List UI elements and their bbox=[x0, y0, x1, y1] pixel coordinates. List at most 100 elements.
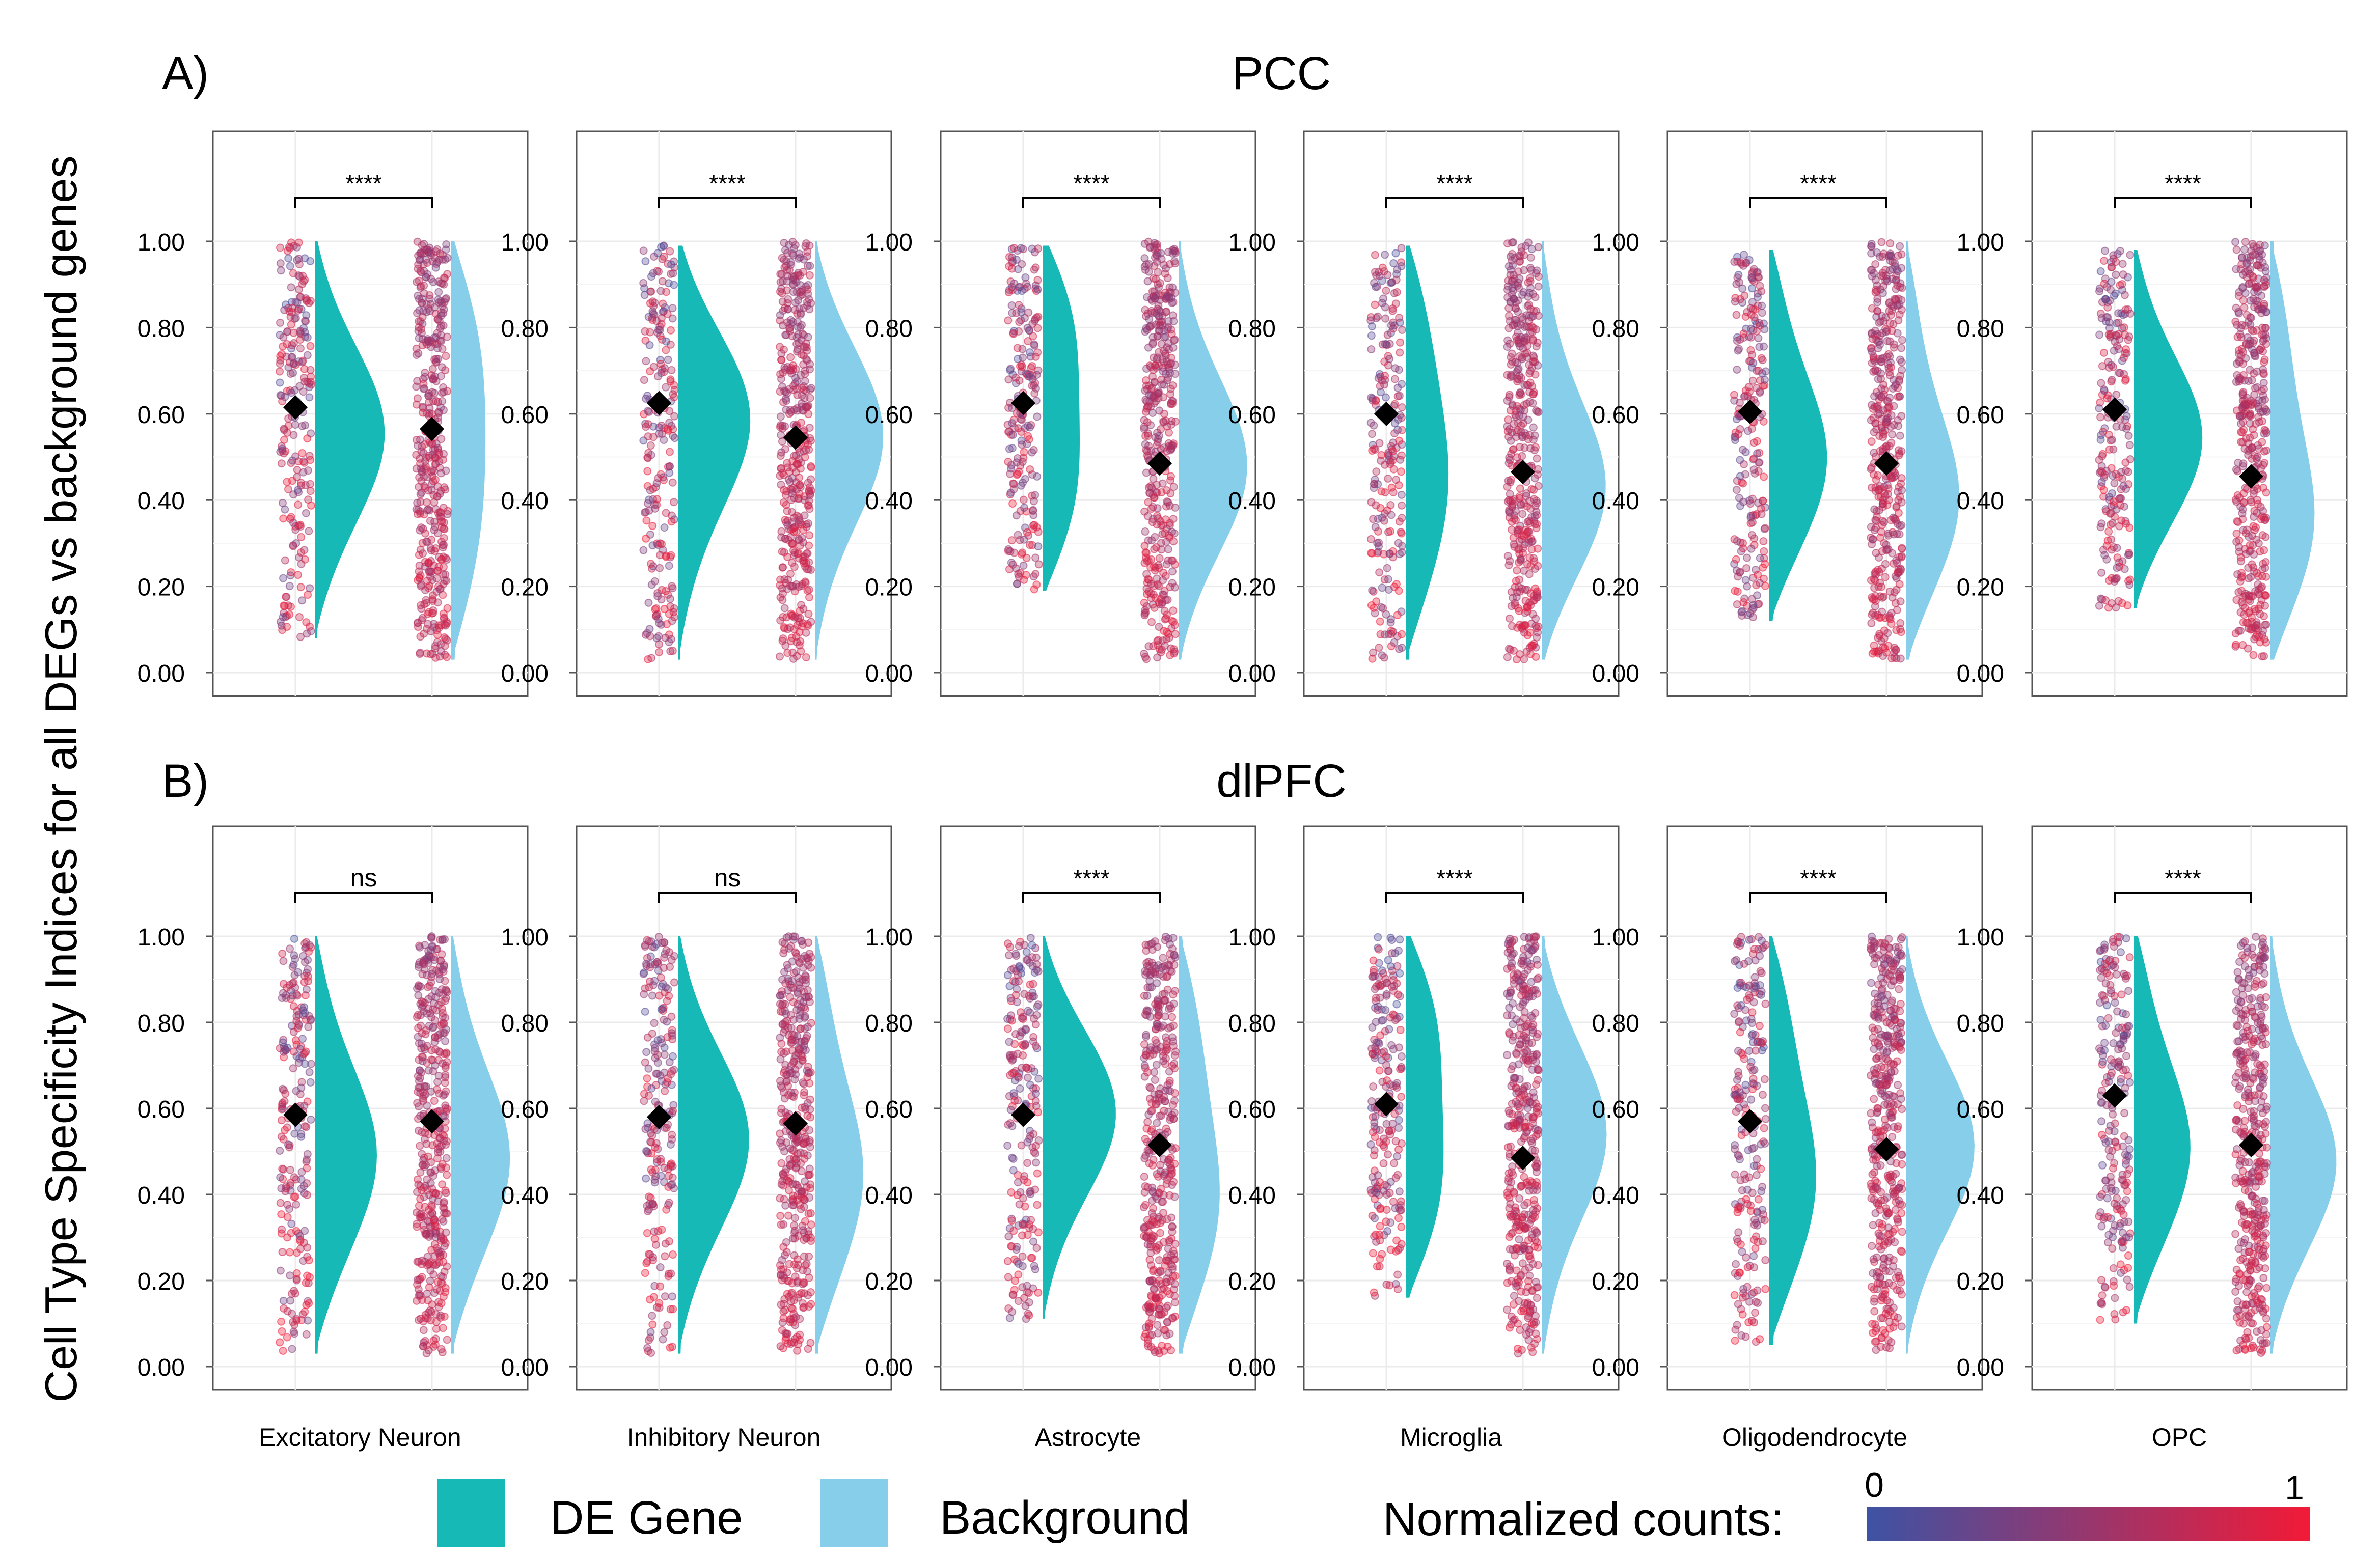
data-point bbox=[668, 1130, 676, 1139]
data-point bbox=[665, 992, 673, 1000]
data-point bbox=[442, 352, 450, 360]
data-point bbox=[2260, 299, 2268, 308]
data-point bbox=[1368, 586, 1377, 595]
data-point bbox=[2258, 531, 2267, 540]
data-point bbox=[778, 547, 786, 556]
data-point bbox=[1165, 428, 1173, 437]
data-point bbox=[1390, 321, 1399, 330]
data-point bbox=[429, 1172, 437, 1180]
data-point bbox=[2238, 390, 2247, 398]
data-point bbox=[1384, 474, 1392, 483]
data-point bbox=[653, 1036, 662, 1045]
data-point bbox=[1387, 511, 1396, 519]
data-point bbox=[642, 1147, 650, 1155]
data-point bbox=[2260, 358, 2268, 367]
data-point bbox=[781, 246, 789, 255]
data-point bbox=[1027, 364, 1035, 372]
data-point bbox=[1516, 484, 1524, 493]
data-point bbox=[2242, 434, 2251, 442]
data-point bbox=[2232, 465, 2240, 474]
data-point bbox=[436, 1163, 445, 1172]
data-point bbox=[1527, 245, 1536, 254]
data-point bbox=[440, 534, 448, 542]
data-point bbox=[788, 508, 797, 516]
data-point bbox=[670, 498, 678, 507]
data-point bbox=[1743, 553, 1752, 562]
data-point bbox=[281, 393, 289, 401]
data-point bbox=[1534, 408, 1543, 416]
data-point bbox=[279, 1038, 287, 1047]
data-point bbox=[780, 575, 789, 583]
data-point bbox=[1871, 576, 1879, 585]
data-point bbox=[433, 1078, 442, 1087]
data-point bbox=[2112, 270, 2120, 279]
data-point bbox=[1380, 653, 1388, 662]
data-point bbox=[1162, 357, 1171, 366]
y-tick-label: 0.80 bbox=[501, 1010, 549, 1037]
data-point bbox=[417, 1039, 426, 1048]
data-point bbox=[805, 593, 814, 602]
data-point bbox=[298, 596, 307, 605]
y-tick-label: 0.80 bbox=[1592, 315, 1639, 342]
data-point bbox=[786, 406, 795, 414]
data-point bbox=[665, 638, 673, 647]
data-point bbox=[1531, 652, 1540, 661]
data-point bbox=[296, 1237, 305, 1245]
data-point bbox=[1520, 628, 1528, 637]
data-point bbox=[434, 624, 443, 632]
data-point bbox=[424, 995, 433, 1004]
data-point bbox=[432, 1318, 441, 1326]
data-point bbox=[419, 408, 427, 417]
data-point bbox=[1887, 311, 1896, 319]
data-point bbox=[2246, 366, 2254, 374]
data-point bbox=[427, 546, 435, 555]
data-point bbox=[667, 517, 676, 526]
data-point bbox=[2236, 608, 2245, 617]
data-point bbox=[2095, 330, 2104, 339]
data-point bbox=[1024, 308, 1033, 317]
data-point bbox=[1748, 284, 1757, 293]
data-point bbox=[2124, 336, 2132, 344]
data-point bbox=[1161, 515, 1170, 524]
data-point bbox=[303, 629, 311, 638]
data-point bbox=[1014, 531, 1022, 539]
data-point bbox=[1883, 500, 1892, 509]
data-point bbox=[652, 479, 661, 487]
data-point bbox=[1518, 313, 1526, 321]
data-point bbox=[1885, 587, 1894, 596]
data-point bbox=[2108, 435, 2116, 444]
data-point bbox=[1141, 527, 1150, 536]
y-tick-label: 0.20 bbox=[138, 1268, 185, 1295]
data-point bbox=[1534, 312, 1543, 320]
data-point bbox=[649, 309, 658, 318]
data-point bbox=[1869, 404, 1877, 413]
data-point bbox=[647, 1084, 656, 1093]
data-point bbox=[1512, 332, 1520, 341]
data-point bbox=[1507, 265, 1515, 274]
data-point bbox=[1397, 467, 1406, 476]
data-point bbox=[421, 373, 429, 381]
data-point bbox=[1534, 544, 1542, 553]
data-point bbox=[2259, 484, 2267, 492]
data-point bbox=[645, 495, 653, 504]
significance-label: **** bbox=[1800, 170, 1837, 197]
data-point bbox=[292, 1087, 300, 1095]
data-point bbox=[1374, 312, 1382, 321]
data-point bbox=[1153, 637, 1162, 646]
data-point bbox=[2118, 286, 2127, 294]
data-point bbox=[1381, 488, 1389, 497]
data-point bbox=[798, 321, 806, 329]
data-point bbox=[276, 1173, 285, 1182]
data-point bbox=[1897, 521, 1906, 530]
y-tick-label: 0.20 bbox=[501, 574, 549, 601]
data-point bbox=[2231, 629, 2240, 638]
data-point bbox=[666, 1305, 675, 1314]
data-point bbox=[1867, 266, 1875, 274]
data-point bbox=[285, 307, 294, 316]
panel-title-dlpfc: dlPFC bbox=[1216, 755, 1347, 807]
data-point bbox=[276, 259, 285, 268]
data-point bbox=[413, 510, 422, 518]
data-point bbox=[1371, 251, 1379, 259]
data-point bbox=[1752, 581, 1761, 590]
data-point bbox=[439, 965, 447, 973]
